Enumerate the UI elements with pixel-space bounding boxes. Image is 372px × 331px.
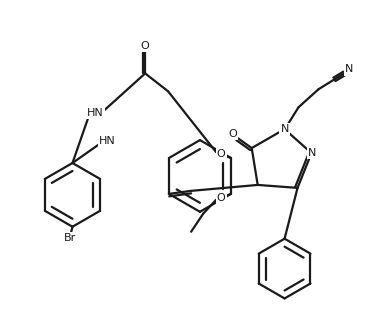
Text: O: O [217,149,225,159]
Text: N: N [308,148,317,158]
Text: Br: Br [64,233,77,243]
Text: O: O [228,129,237,139]
Text: N: N [345,65,353,74]
Text: O: O [141,40,150,51]
Text: HN: HN [87,108,104,118]
Text: N: N [280,124,289,134]
Text: HN: HN [99,136,116,146]
Text: O: O [217,193,225,203]
